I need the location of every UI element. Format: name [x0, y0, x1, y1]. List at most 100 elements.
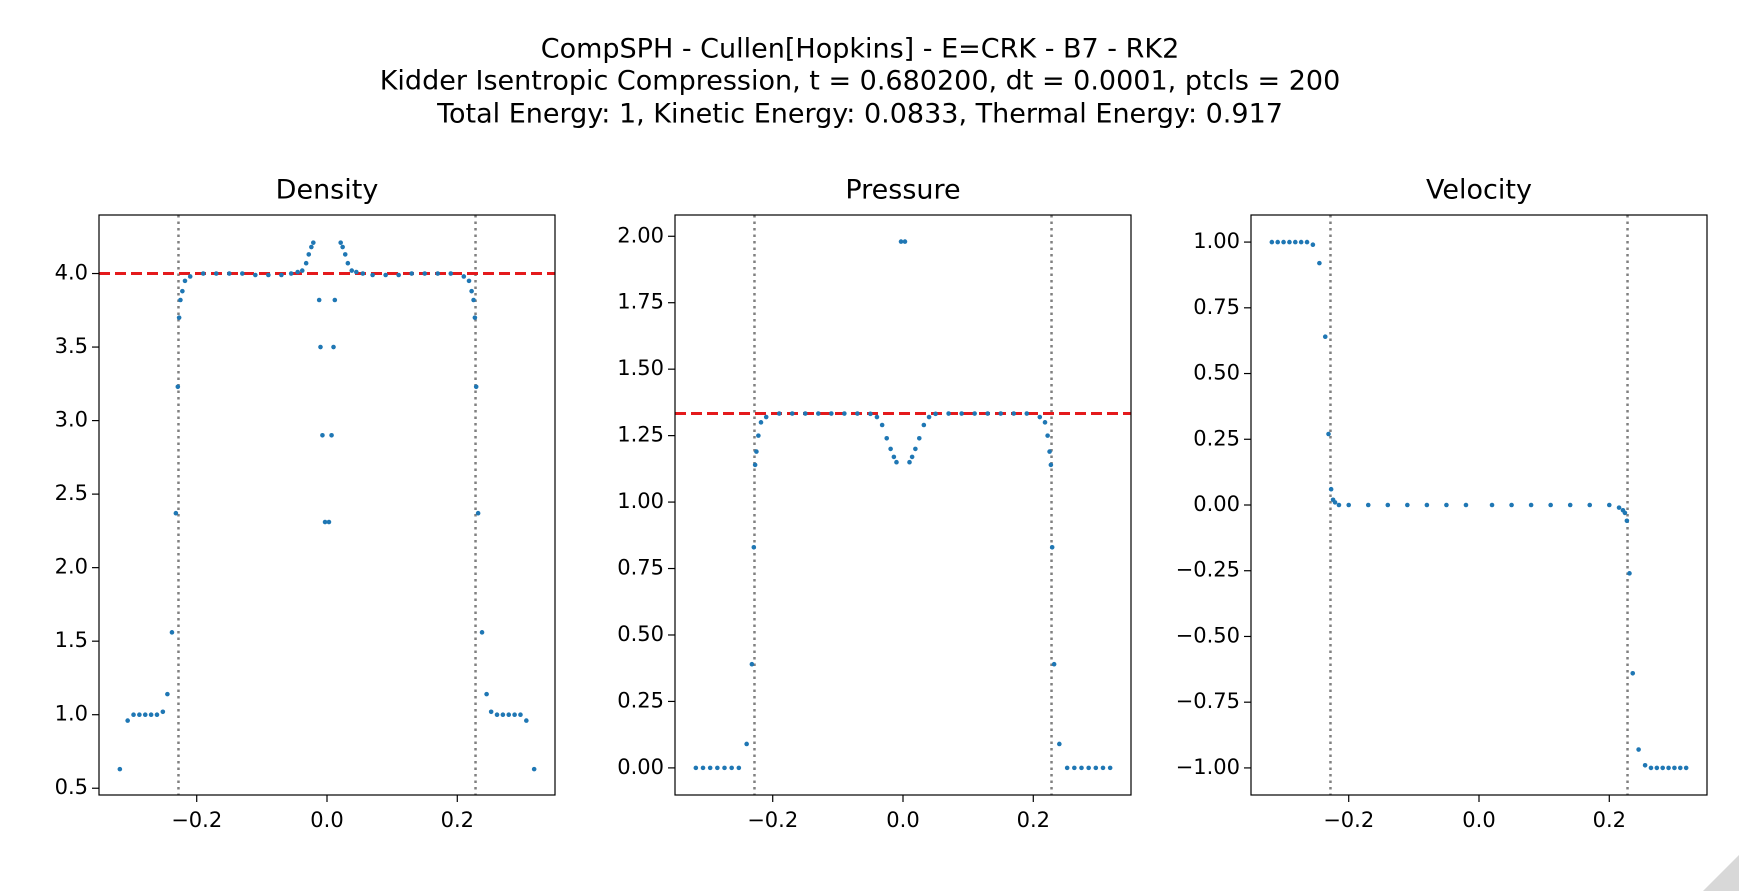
data-point [1051, 661, 1057, 667]
data-point [1057, 741, 1062, 747]
data-point [409, 271, 414, 276]
data-point [868, 411, 873, 417]
data-point [1444, 502, 1449, 508]
data-point [715, 765, 720, 771]
data-point [1616, 505, 1622, 510]
data-point [370, 272, 375, 278]
data-point [125, 718, 130, 723]
axes-frame [674, 214, 1132, 796]
data-point [707, 765, 713, 771]
data-point [1630, 670, 1636, 676]
data-point [1672, 765, 1677, 771]
data-point [461, 274, 467, 279]
data-point [1336, 502, 1342, 508]
data-point [332, 297, 338, 303]
data-point [342, 252, 348, 257]
data-point [383, 272, 388, 278]
data-point [479, 630, 485, 635]
data-point [340, 244, 345, 250]
data-point [531, 766, 537, 772]
data-point [891, 454, 897, 460]
data-point [506, 712, 512, 718]
data-point [1463, 502, 1469, 508]
data-point [700, 765, 706, 771]
data-point [306, 252, 312, 257]
data-point [1072, 765, 1077, 771]
data-point [1489, 502, 1495, 508]
x-tick-label: −0.2 [1323, 808, 1374, 832]
data-point [1079, 765, 1084, 771]
data-point [898, 239, 904, 244]
data-point [729, 765, 734, 771]
y-tick-label: −0.25 [1176, 558, 1240, 582]
data-point [266, 272, 271, 278]
data-point [879, 422, 885, 428]
data-point [213, 271, 219, 276]
y-tick-label: 1.0 [55, 702, 88, 726]
data-point [1269, 239, 1275, 245]
y-tick-label: 4.0 [55, 261, 88, 285]
data-point [279, 272, 284, 278]
data-point [816, 411, 821, 416]
data-point [322, 519, 328, 525]
data-point [913, 446, 918, 452]
data-point [1666, 765, 1671, 771]
data-point [1281, 239, 1286, 245]
suptitle: Kidder Isentropic Compression, t = 0.680… [380, 66, 1341, 97]
data-point [466, 278, 472, 284]
data-point [299, 268, 305, 273]
data-point [182, 278, 188, 284]
data-point [354, 269, 359, 275]
y-tick-label: 0.50 [1193, 361, 1240, 385]
data-point [169, 630, 175, 635]
data-point [1346, 502, 1352, 508]
y-tick-label: 0.50 [617, 622, 664, 646]
axes-frame [1250, 214, 1708, 796]
y-tick-label: 2.0 [55, 555, 88, 579]
data-point [894, 459, 899, 465]
y-tick-label: 2.5 [55, 481, 88, 505]
y-tick-label: 0.75 [617, 556, 664, 580]
y-tick-label: 0.00 [617, 755, 664, 779]
data-point [448, 271, 454, 276]
data-point [776, 411, 782, 416]
data-point [1086, 765, 1091, 771]
data-point [494, 712, 500, 718]
data-point [176, 315, 182, 320]
subplot-title: Velocity [1426, 175, 1532, 206]
y-tick-label: −0.50 [1176, 623, 1240, 647]
data-point [435, 271, 441, 276]
data-point [295, 269, 300, 275]
data-point [1627, 571, 1632, 576]
data-point [396, 272, 401, 278]
data-point [829, 411, 834, 416]
data-point [345, 260, 351, 266]
data-point [1037, 414, 1043, 420]
y-tick-label: 3.5 [55, 334, 88, 358]
data-point [1326, 431, 1331, 437]
data-point [518, 712, 523, 718]
data-point [316, 297, 322, 303]
data-point [422, 271, 428, 276]
data-point [998, 411, 1004, 416]
data-point [1287, 239, 1292, 245]
y-tick-label: 1.00 [1193, 229, 1240, 253]
y-tick-label: 3.0 [55, 408, 88, 432]
data-point [226, 271, 232, 276]
data-point [165, 691, 170, 697]
data-point [902, 239, 908, 244]
data-point [909, 454, 915, 460]
data-point [1622, 510, 1628, 516]
y-tick-label: 1.00 [617, 489, 664, 513]
data-point [1385, 502, 1391, 508]
data-point [338, 240, 343, 245]
data-point [253, 272, 258, 278]
data-point [1405, 502, 1410, 508]
data-point [173, 510, 179, 516]
data-point [1093, 765, 1099, 771]
y-tick-label: 0.25 [617, 688, 664, 712]
data-point [160, 709, 166, 715]
data-point [736, 765, 742, 771]
